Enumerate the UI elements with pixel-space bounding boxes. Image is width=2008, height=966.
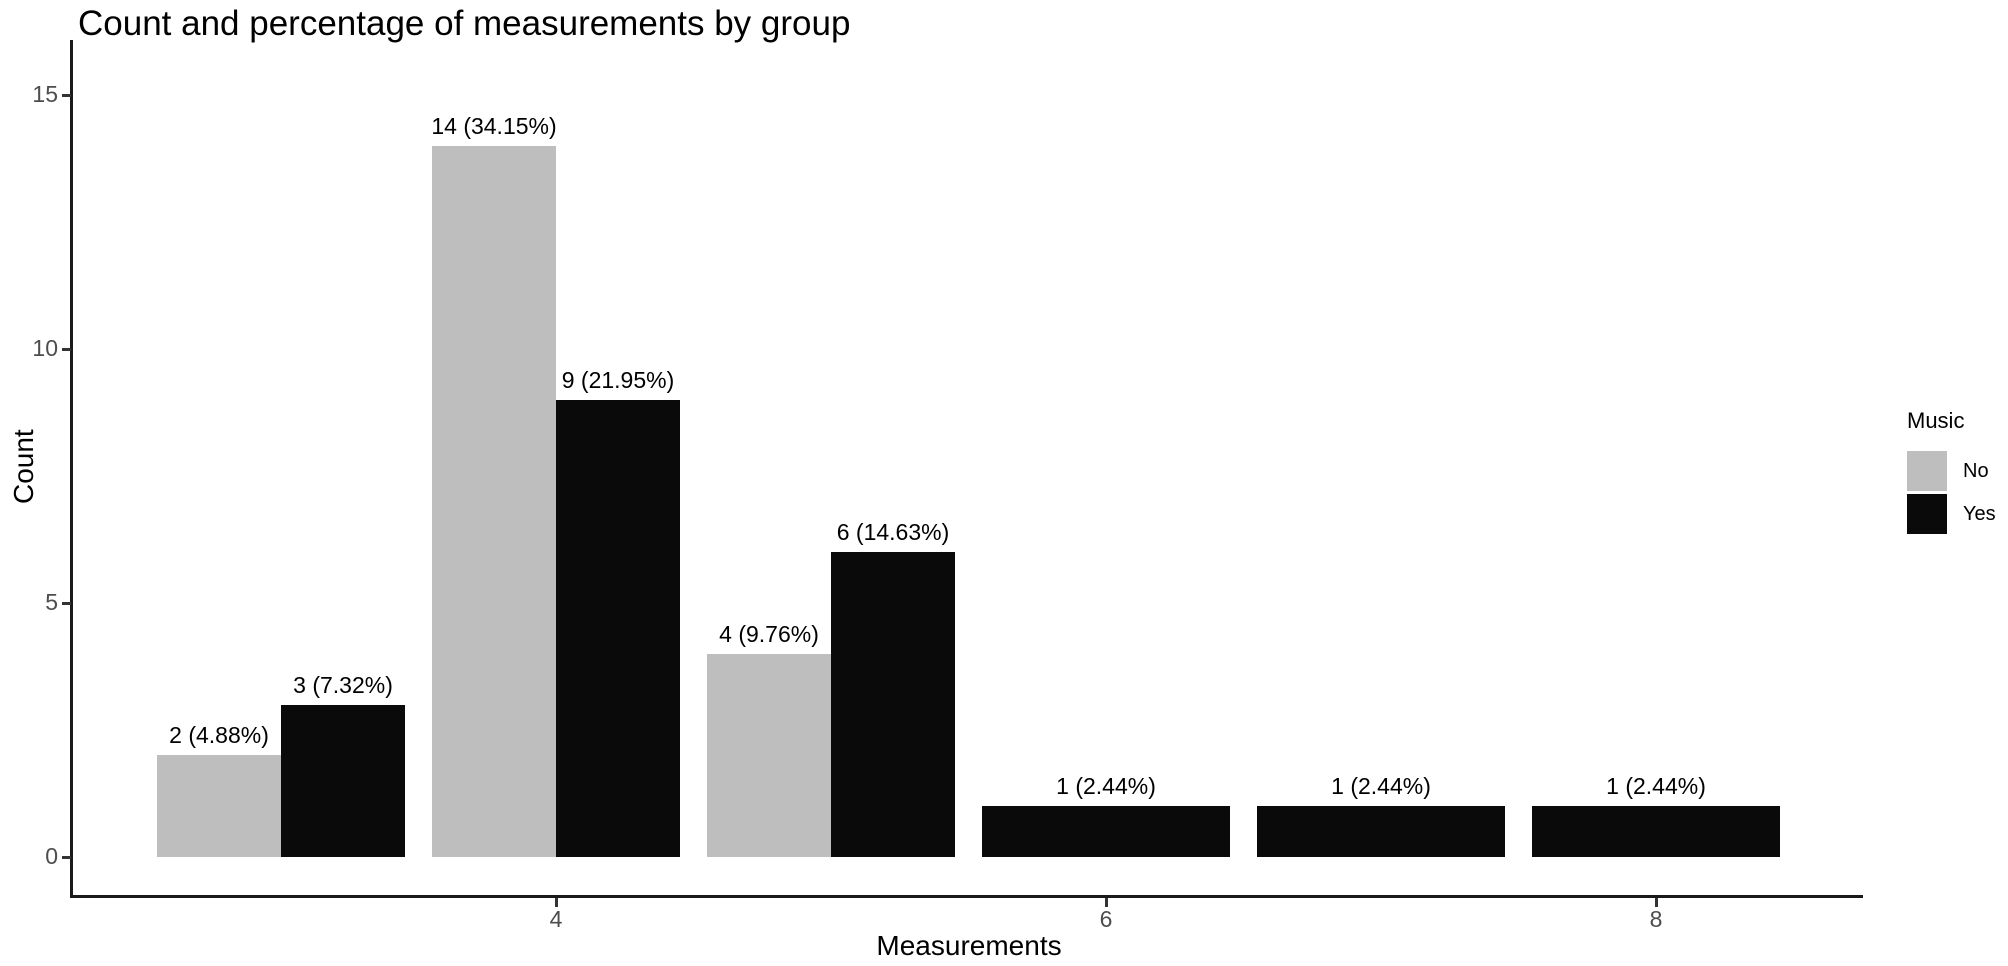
bar-label-yes-x4: 9 (21.95%) <box>561 367 675 393</box>
legend-title: Music <box>1907 408 1965 433</box>
legend-entries: No Yes <box>1907 451 1996 534</box>
x-tick-label-4: 4 <box>549 906 563 932</box>
bar-no-x4 <box>432 146 556 857</box>
bar-label-yes-x7: 1 (2.44%) <box>1331 773 1431 799</box>
x-tick-6 <box>1105 898 1108 907</box>
x-axis-title: Measurements <box>876 930 1062 961</box>
bar-label-yes-x6: 1 (2.44%) <box>1056 773 1156 799</box>
legend-swatch-yes <box>1907 494 1947 534</box>
bar-label-yes-x5: 6 (14.63%) <box>836 519 950 545</box>
y-tick-10 <box>62 348 71 351</box>
bar-yes-x5 <box>831 552 955 857</box>
bar-no-x5 <box>707 654 831 857</box>
bar-label-no-x3: 2 (4.88%) <box>169 722 269 748</box>
bar-no-x3 <box>157 755 281 857</box>
bar-yes-x4 <box>556 400 680 857</box>
y-tick-label-15: 15 <box>32 81 58 107</box>
x-tick-label-8: 8 <box>1649 906 1663 932</box>
legend: Music No Yes <box>1907 408 1996 537</box>
legend-entry-no: No <box>1907 451 1996 491</box>
bar-label-yes-x3: 3 (7.32%) <box>293 672 393 698</box>
bar-yes-x6 <box>982 806 1230 857</box>
bar-label-no-x4: 14 (34.15%) <box>431 113 557 139</box>
legend-swatch-no <box>1907 451 1947 491</box>
bar-label-yes-x8: 1 (2.44%) <box>1606 773 1706 799</box>
y-tick-0 <box>62 856 71 859</box>
x-tick-label-6: 6 <box>1099 906 1113 932</box>
chart-title: Count and percentage of measurements by … <box>78 4 851 43</box>
legend-label-yes: Yes <box>1963 502 1996 525</box>
x-tick-8 <box>1655 898 1658 907</box>
x-axis-line <box>70 895 1863 898</box>
bar-yes-x8 <box>1532 806 1780 857</box>
legend-label-no: No <box>1963 459 1989 482</box>
y-axis-title: Count <box>8 429 39 505</box>
bar-yes-x7 <box>1257 806 1505 857</box>
bar-label-no-x5: 4 (9.76%) <box>719 621 819 647</box>
y-tick-15 <box>62 94 71 97</box>
y-axis-line <box>70 40 73 898</box>
y-tick-label-5: 5 <box>45 589 58 615</box>
y-tick-5 <box>62 602 71 605</box>
legend-entry-yes: Yes <box>1907 494 1996 534</box>
y-tick-label-0: 0 <box>45 843 58 869</box>
x-tick-4 <box>555 898 558 907</box>
y-tick-label-10: 10 <box>32 335 58 361</box>
bar-yes-x3 <box>281 705 405 857</box>
